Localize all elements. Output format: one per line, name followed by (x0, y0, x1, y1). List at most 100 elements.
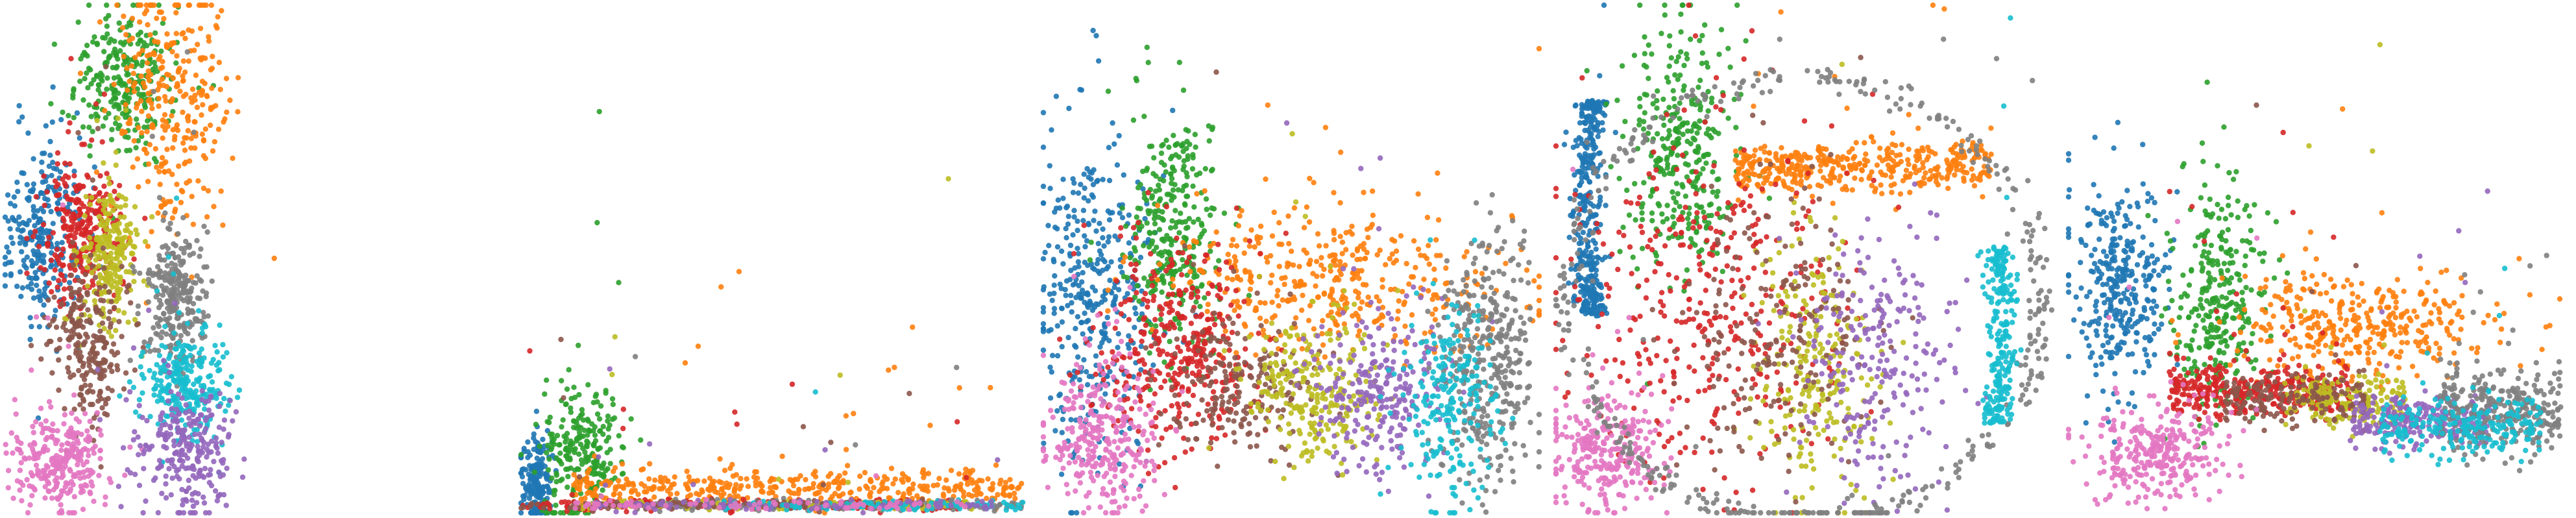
scatter-point (552, 441, 557, 447)
scatter-point (30, 430, 36, 436)
scatter-point (85, 307, 91, 313)
scatter-point (46, 488, 52, 495)
scatter-point (146, 77, 152, 83)
scatter-point (1126, 345, 1132, 351)
scatter-point (90, 278, 95, 284)
scatter-point (86, 363, 92, 369)
series-red (24, 56, 148, 320)
scatter-point (169, 171, 175, 177)
scatter-point (30, 156, 36, 162)
scatter-point (163, 98, 169, 104)
scatter-point (1086, 198, 1091, 204)
scatter-point (140, 47, 145, 54)
scatter-point (106, 289, 112, 295)
scatter-point (594, 411, 601, 417)
scatter-point (168, 99, 175, 105)
scatter-point (16, 119, 22, 125)
scatter-point (158, 66, 164, 71)
scatter-point (192, 92, 198, 99)
scatter-point (200, 102, 206, 108)
scatter-point (206, 38, 212, 44)
scatter-point (21, 262, 27, 269)
scatter-point (29, 493, 35, 499)
scatter-point (1080, 217, 1086, 223)
scatter-point (60, 263, 66, 269)
scatter-point (195, 402, 201, 408)
scatter-point (186, 244, 192, 251)
series-pink (3, 202, 145, 516)
scatter-point (97, 19, 103, 25)
scatter-point (155, 510, 161, 516)
scatter-point (180, 73, 186, 79)
scatter-point (80, 124, 86, 130)
scatter-point (635, 491, 641, 497)
scatter-point (241, 456, 247, 462)
scatter-point (88, 114, 94, 119)
scatter-point (152, 30, 158, 36)
scatter-point (179, 452, 185, 458)
scatter-point (120, 445, 127, 451)
scatter-point (45, 184, 52, 190)
scatter-point (119, 264, 125, 269)
scatter-point (117, 260, 123, 265)
scatter-point (46, 280, 52, 286)
scatter-point (130, 345, 137, 351)
scatter-point (12, 397, 18, 402)
scatter-point (128, 300, 134, 306)
scatter-point (71, 302, 77, 308)
scatter-point (25, 130, 31, 136)
scatter-point (1076, 377, 1083, 383)
scatter-point (84, 283, 90, 289)
scatter-point (572, 418, 577, 425)
scatter-point (213, 395, 219, 401)
scatter-point (156, 465, 162, 471)
scatter-point (80, 406, 86, 412)
scatter-point (873, 473, 879, 479)
scatter-point (2, 254, 8, 260)
scatter-point (176, 254, 182, 260)
scatter-point (995, 457, 1001, 463)
scatter-point (160, 244, 165, 250)
scatter-point (1102, 258, 1108, 265)
scatter-point (115, 308, 121, 314)
scatter-point (86, 2, 92, 8)
scatter-point (56, 278, 62, 284)
scatter-point (156, 323, 162, 330)
scatter-point (103, 340, 110, 346)
scatter-point (180, 78, 186, 84)
scatter-point (910, 324, 916, 330)
scatter-point (86, 102, 92, 108)
scatter-point (202, 80, 208, 86)
scatter-point (161, 311, 167, 317)
scatter-point (549, 475, 555, 481)
scatter-point (31, 251, 38, 258)
scatter-point (119, 25, 126, 31)
scatter-point (197, 25, 204, 31)
scatter-point (87, 418, 93, 425)
scatter-point (571, 384, 577, 390)
scatter-point (905, 477, 911, 483)
scatter-point (583, 443, 590, 449)
scatter-point (26, 195, 32, 201)
scatter-point (177, 510, 183, 516)
scatter-point (186, 2, 191, 8)
scatter-point (49, 119, 56, 125)
scatter-point (83, 193, 89, 200)
scatter-point (180, 58, 187, 64)
scatter-point (1068, 417, 1074, 423)
scatter-point (620, 406, 626, 412)
scatter-point (167, 221, 173, 227)
scatter-point (92, 275, 99, 280)
scatter-point (45, 473, 51, 478)
scatter-point (235, 75, 241, 80)
scatter-point (709, 500, 715, 506)
scatter-point (53, 441, 59, 447)
scatter-point (1100, 226, 1106, 232)
scatter-point (24, 270, 30, 277)
scatter-point (18, 228, 25, 234)
scatter-point (162, 323, 168, 330)
scatter-point (577, 441, 584, 447)
scatter-point (102, 411, 108, 417)
scatter-point (796, 500, 802, 506)
scatter-point (176, 66, 182, 71)
